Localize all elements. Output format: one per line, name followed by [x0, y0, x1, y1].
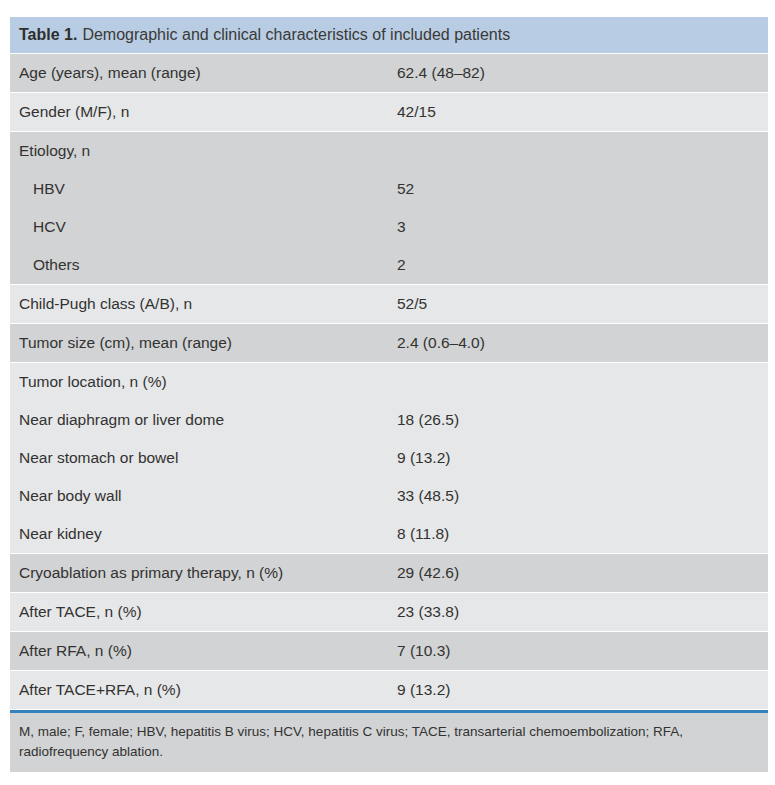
row-band: Child-Pugh class (A/B), n 52/5 [10, 285, 768, 324]
row-band: After RFA, n (%) 7 (10.3) [10, 632, 768, 671]
row-label: Near kidney [10, 525, 397, 543]
row-value: 2.4 (0.6–4.0) [397, 334, 768, 352]
row-label: Gender (M/F), n [10, 103, 397, 121]
row-label: After RFA, n (%) [10, 642, 397, 660]
table-footnote: M, male; F, female; HBV, hepatitis B vir… [10, 713, 768, 772]
row-value: 52 [397, 180, 768, 198]
row-value: 42/15 [397, 103, 768, 121]
row-label: Etiology, n [10, 142, 397, 160]
row-value: 33 (48.5) [397, 487, 768, 505]
table-row: Etiology, n [10, 132, 768, 170]
row-value: 18 (26.5) [397, 411, 768, 429]
row-label: Tumor size (cm), mean (range) [10, 334, 397, 352]
row-value: 3 [397, 218, 768, 236]
row-value: 2 [397, 256, 768, 274]
row-value: 8 (11.8) [397, 525, 768, 543]
table-row: Child-Pugh class (A/B), n 52/5 [10, 285, 768, 323]
row-band: After TACE, n (%) 23 (33.8) [10, 593, 768, 632]
row-band-tumor-location: Tumor location, n (%) Near diaphragm or … [10, 363, 768, 554]
row-band: Cryoablation as primary therapy, n (%) 2… [10, 554, 768, 593]
table-row: Gender (M/F), n 42/15 [10, 93, 768, 131]
row-label: Tumor location, n (%) [10, 373, 397, 391]
demographics-table: Table 1. Demographic and clinical charac… [10, 17, 768, 772]
row-value: 29 (42.6) [397, 564, 768, 582]
table-header: Table 1. Demographic and clinical charac… [10, 17, 768, 54]
table-row: Tumor location, n (%) [10, 363, 768, 401]
table-row: HBV 52 [10, 170, 768, 208]
table-row: HCV 3 [10, 208, 768, 246]
row-value: 9 (13.2) [397, 449, 768, 467]
row-band: Tumor size (cm), mean (range) 2.4 (0.6–4… [10, 324, 768, 363]
table-row: Near body wall 33 (48.5) [10, 477, 768, 515]
row-label: Near stomach or bowel [10, 449, 397, 467]
row-label: After TACE, n (%) [10, 603, 397, 621]
row-value: 23 (33.8) [397, 603, 768, 621]
row-band: Gender (M/F), n 42/15 [10, 93, 768, 132]
row-value: 7 (10.3) [397, 642, 768, 660]
row-label: Others [10, 256, 397, 274]
row-band-etiology: Etiology, n HBV 52 HCV 3 Others 2 [10, 132, 768, 285]
row-label: After TACE+RFA, n (%) [10, 681, 397, 699]
table-row: Near kidney 8 (11.8) [10, 515, 768, 553]
table-row: Others 2 [10, 246, 768, 284]
table-row: Near diaphragm or liver dome 18 (26.5) [10, 401, 768, 439]
row-value: 52/5 [397, 295, 768, 313]
row-label: Near body wall [10, 487, 397, 505]
row-band: After TACE+RFA, n (%) 9 (13.2) [10, 671, 768, 710]
row-value: 62.4 (48–82) [397, 64, 768, 82]
table-row: After RFA, n (%) 7 (10.3) [10, 632, 768, 670]
row-value: 9 (13.2) [397, 681, 768, 699]
table-row: After TACE+RFA, n (%) 9 (13.2) [10, 671, 768, 709]
row-label: HCV [10, 218, 397, 236]
row-band: Age (years), mean (range) 62.4 (48–82) [10, 54, 768, 93]
table-row: Cryoablation as primary therapy, n (%) 2… [10, 554, 768, 592]
row-label: Child-Pugh class (A/B), n [10, 295, 397, 313]
table-row: Age (years), mean (range) 62.4 (48–82) [10, 54, 768, 92]
row-label: Age (years), mean (range) [10, 64, 397, 82]
row-label: Near diaphragm or liver dome [10, 411, 397, 429]
table-row: Near stomach or bowel 9 (13.2) [10, 439, 768, 477]
row-label: HBV [10, 180, 397, 198]
table-number-label: Table 1. [19, 26, 77, 44]
table-title: Demographic and clinical characteristics… [82, 26, 510, 44]
table-row: Tumor size (cm), mean (range) 2.4 (0.6–4… [10, 324, 768, 362]
table-row: After TACE, n (%) 23 (33.8) [10, 593, 768, 631]
row-label: Cryoablation as primary therapy, n (%) [10, 564, 397, 582]
